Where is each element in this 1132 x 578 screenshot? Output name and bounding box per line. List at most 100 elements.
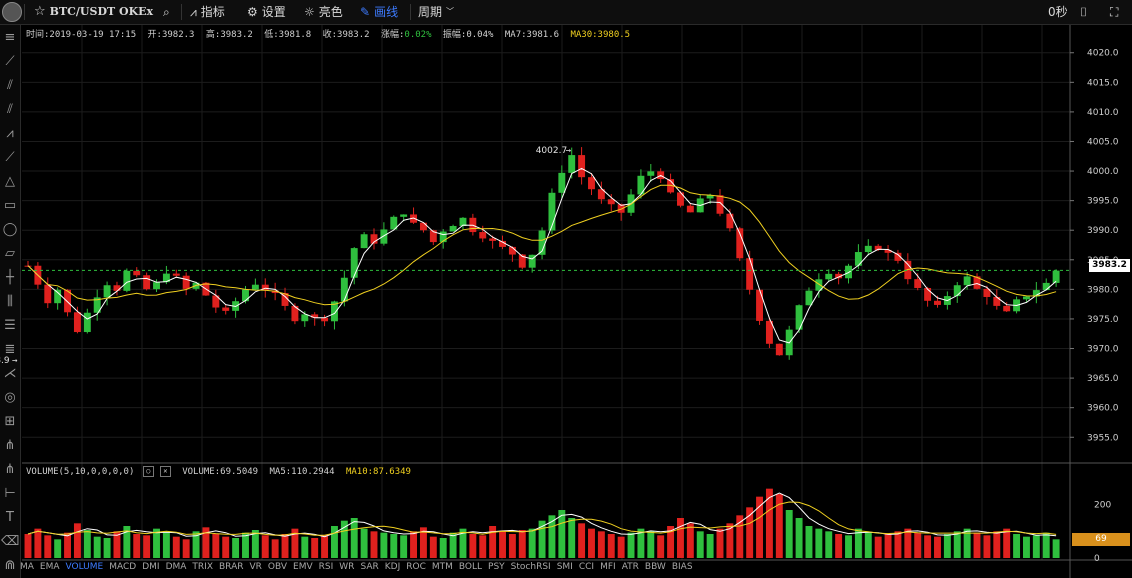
volume-bar xyxy=(558,510,566,558)
tab-sar[interactable]: SAR xyxy=(360,562,379,572)
volume-bar xyxy=(756,496,764,558)
tab-cci[interactable]: CCI xyxy=(578,562,595,572)
fib-fan-icon[interactable]: ⋔ xyxy=(4,462,16,477)
settings-small-icon[interactable]: ○ xyxy=(142,466,154,477)
triangle-icon[interactable]: △ xyxy=(5,174,15,189)
candle-body xyxy=(133,270,141,276)
tab-mtm[interactable]: MTM xyxy=(431,562,453,572)
tab-vr[interactable]: VR xyxy=(249,562,262,572)
tab-obv[interactable]: OBV xyxy=(267,562,288,572)
search-button[interactable]: ⌕ xyxy=(163,0,170,24)
parallel-icon[interactable]: ⫽ xyxy=(7,102,13,117)
snapshot-button[interactable]: ⌷ xyxy=(1080,0,1087,24)
candle-body xyxy=(410,214,418,223)
drawing-tools-sidebar: ≡ ⟋ ⫽ ⫽ ⩘ ⟋ △ ▭ ◯ ▱ ┼ ⫼ ☰ ≣ ⋌ ◎ ⊞ ⋔ ⋔ ⊢ T ⌫ ⋒ xyxy=(0,25,21,578)
price-tick-label: 4010.0 xyxy=(1087,108,1119,118)
volume-bar xyxy=(459,528,467,558)
tab-wr[interactable]: WR xyxy=(339,562,355,572)
tab-smi[interactable]: SMI xyxy=(556,562,573,572)
fib-extension-icon[interactable]: ≣ xyxy=(4,342,16,357)
volume-bar xyxy=(667,526,675,558)
search-icon: ⌕ xyxy=(163,5,170,19)
volume-bar xyxy=(993,531,1001,558)
magnet-icon[interactable]: ⋒ xyxy=(4,558,16,573)
amplitude-value: 振幅:0.04% xyxy=(442,30,494,40)
period-dropdown[interactable]: 周期 ﹀ xyxy=(418,0,454,24)
camera-icon: ⌷ xyxy=(1080,5,1088,19)
fullscreen-button[interactable]: ⛶ xyxy=(1110,0,1118,24)
circle-icon[interactable]: ◯ xyxy=(2,222,18,237)
tab-boll[interactable]: BOLL xyxy=(458,562,483,572)
candle-body xyxy=(647,171,655,176)
tab-bbw[interactable]: BBW xyxy=(644,562,666,572)
draw-button[interactable]: ✎ 画线 xyxy=(360,0,398,24)
tab-kdj[interactable]: KDJ xyxy=(384,562,401,572)
tab-dmi[interactable]: DMI xyxy=(142,562,160,572)
volume-bar xyxy=(528,528,536,558)
low-marker: 3968.9 xyxy=(0,356,10,366)
volume-bar xyxy=(54,539,62,558)
candle-body xyxy=(568,155,576,173)
parallelogram-icon[interactable]: ▱ xyxy=(5,246,15,261)
close-icon[interactable]: ✕ xyxy=(159,466,171,477)
tab-psy[interactable]: PSY xyxy=(488,562,505,572)
volume-bar xyxy=(775,494,783,558)
tab-emv[interactable]: EMV xyxy=(293,562,313,572)
pitchfork-icon[interactable]: ⟋ xyxy=(5,150,15,165)
volume-bar xyxy=(34,528,42,558)
tab-bias[interactable]: BIAS xyxy=(671,562,693,572)
measure-icon[interactable]: ⊢ xyxy=(4,486,16,501)
volume-bar xyxy=(350,518,358,558)
candle-body xyxy=(588,177,595,190)
volume-bar xyxy=(370,531,378,558)
price-range-icon[interactable]: ⫼ xyxy=(7,294,13,309)
candle-body xyxy=(281,293,289,306)
tab-macd[interactable]: MACD xyxy=(109,562,137,572)
candle-body xyxy=(479,232,487,239)
tab-rsi[interactable]: RSI xyxy=(318,562,334,572)
tab-ma[interactable]: MA xyxy=(20,562,34,572)
indicators-button[interactable]: ⩘ 指标 xyxy=(190,0,225,24)
lines-icon[interactable]: ≡ xyxy=(4,30,16,45)
volume-bar xyxy=(805,526,813,558)
volume-tick-label: 0 xyxy=(1094,554,1100,564)
tab-volume[interactable]: VOLUME xyxy=(65,562,104,572)
star-icon[interactable]: ☆ xyxy=(34,4,46,19)
candle-body xyxy=(1003,305,1011,312)
symbol-selector[interactable]: ☆ BTC/USDT OKEx xyxy=(34,0,153,24)
grid-icon[interactable]: ⊞ xyxy=(4,414,16,429)
volume-bar xyxy=(696,531,704,558)
horizontal-line-icon[interactable]: ┼ xyxy=(6,270,14,285)
tab-brar[interactable]: BRAR xyxy=(219,562,244,572)
theme-toggle-button[interactable]: ☼ 亮色 xyxy=(304,0,343,24)
tab-stochrsi[interactable]: StochRSI xyxy=(510,562,551,572)
eraser-icon[interactable]: ⌫ xyxy=(1,534,20,549)
channel-icon[interactable]: ⩘ xyxy=(6,126,14,141)
tab-mfi[interactable]: MFI xyxy=(600,562,616,572)
trend-line-icon[interactable]: ⟋ xyxy=(5,54,15,69)
settings-button[interactable]: ⚙ 设置 xyxy=(247,0,286,24)
fib-retracement-icon[interactable]: ☰ xyxy=(4,318,16,333)
price-tick-label: 4015.0 xyxy=(1087,78,1119,88)
close-value: 收:3983.2 xyxy=(322,30,370,40)
moving-averages: 4002.7→3968.9→ xyxy=(0,146,1070,538)
rectangle-icon[interactable]: ▭ xyxy=(3,198,17,213)
volume-bar xyxy=(311,538,319,558)
candle-body xyxy=(746,258,754,290)
tab-trix[interactable]: TRIX xyxy=(192,562,213,572)
ray-icon[interactable]: ⫽ xyxy=(7,78,13,93)
candle-body xyxy=(222,307,230,311)
tab-dma[interactable]: DMA xyxy=(165,562,187,572)
tab-atr[interactable]: ATR xyxy=(621,562,639,572)
tab-ema[interactable]: EMA xyxy=(39,562,60,572)
speed-fan-icon[interactable]: ⋔ xyxy=(4,438,16,453)
text-icon[interactable]: T xyxy=(6,510,14,525)
gann-fan-icon[interactable]: ⋌ xyxy=(3,366,17,381)
volume-bar xyxy=(934,536,941,558)
ma30-value: MA30:3980.5 xyxy=(570,30,631,40)
candle-body xyxy=(429,230,437,243)
fib-spiral-icon[interactable]: ◎ xyxy=(4,390,16,405)
candle-body xyxy=(864,245,872,253)
tab-roc[interactable]: ROC xyxy=(406,562,426,572)
